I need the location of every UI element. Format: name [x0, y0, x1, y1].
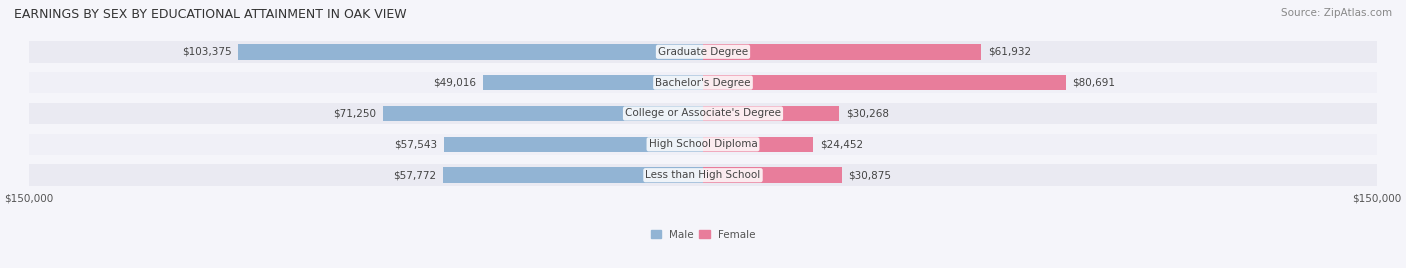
Text: $24,452: $24,452 — [820, 139, 863, 149]
Text: $71,250: $71,250 — [333, 109, 375, 118]
Bar — [703, 75, 1066, 90]
Bar — [703, 168, 842, 183]
Bar — [703, 44, 981, 59]
Bar — [703, 137, 813, 152]
Text: Bachelor's Degree: Bachelor's Degree — [655, 78, 751, 88]
Bar — [444, 137, 703, 152]
Text: $57,772: $57,772 — [394, 170, 437, 180]
Text: EARNINGS BY SEX BY EDUCATIONAL ATTAINMENT IN OAK VIEW: EARNINGS BY SEX BY EDUCATIONAL ATTAINMEN… — [14, 8, 406, 21]
Text: $49,016: $49,016 — [433, 78, 477, 88]
Bar — [239, 44, 703, 59]
Text: $57,543: $57,543 — [395, 139, 437, 149]
Bar — [703, 106, 839, 121]
Legend: Male, Female: Male, Female — [647, 226, 759, 244]
Text: Graduate Degree: Graduate Degree — [658, 47, 748, 57]
Text: College or Associate's Degree: College or Associate's Degree — [626, 109, 780, 118]
Bar — [482, 75, 703, 90]
Bar — [28, 72, 1378, 94]
Text: $103,375: $103,375 — [181, 47, 232, 57]
Bar — [28, 164, 1378, 186]
Text: $61,932: $61,932 — [988, 47, 1031, 57]
Bar — [28, 133, 1378, 155]
Text: $30,875: $30,875 — [848, 170, 891, 180]
Text: Less than High School: Less than High School — [645, 170, 761, 180]
Bar — [28, 41, 1378, 62]
Bar — [28, 103, 1378, 124]
Text: High School Diploma: High School Diploma — [648, 139, 758, 149]
Text: $80,691: $80,691 — [1073, 78, 1115, 88]
Bar — [382, 106, 703, 121]
Text: $30,268: $30,268 — [846, 109, 889, 118]
Bar — [443, 168, 703, 183]
Text: Source: ZipAtlas.com: Source: ZipAtlas.com — [1281, 8, 1392, 18]
